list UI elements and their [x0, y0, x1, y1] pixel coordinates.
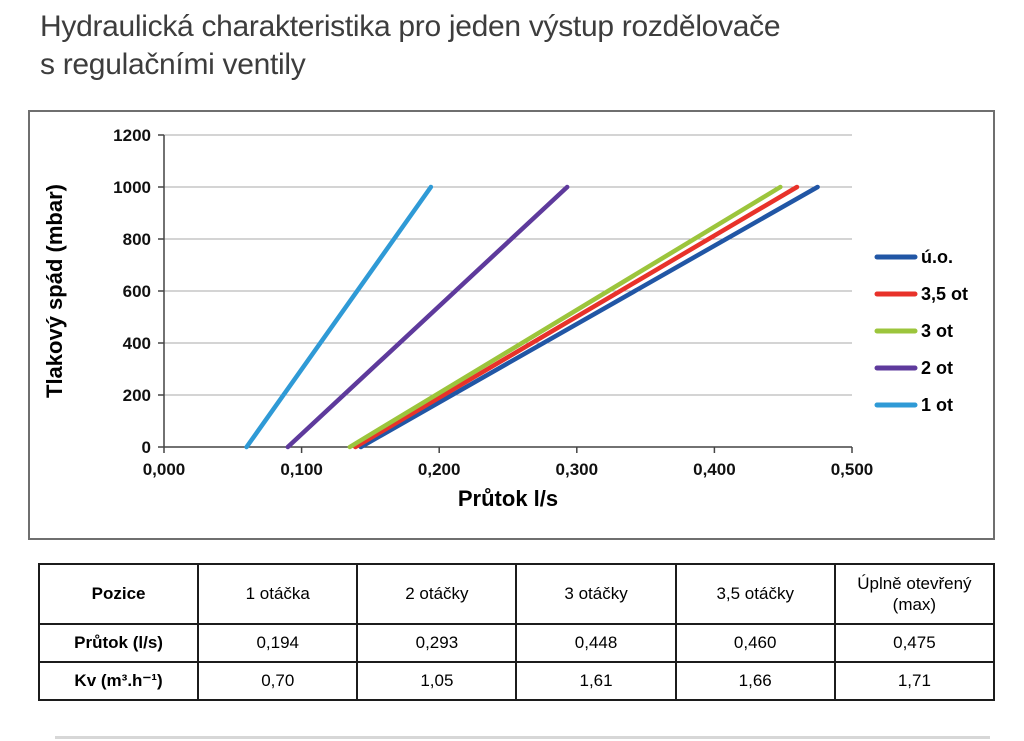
table-header-pozice: Pozice: [37, 563, 200, 625]
svg-text:0,500: 0,500: [831, 460, 874, 479]
table-row-prutok: Průtok (l/s) 0,194 0,293 0,448 0,460 0,4…: [37, 623, 996, 663]
svg-text:800: 800: [123, 230, 151, 249]
table-cell: 0,448: [515, 623, 677, 663]
y-axis-label: Tlakový spád (mbar): [42, 184, 67, 398]
chart-panel: 0 200 400 600 800 1000 1200 0,000 0,100 0,200 0,30…: [28, 110, 995, 540]
svg-text:1 ot: 1 ot: [921, 395, 953, 415]
svg-text:400: 400: [123, 334, 151, 353]
table-header-3-otacky: 3 otáčky: [515, 563, 677, 625]
svg-text:ú.o.: ú.o.: [921, 247, 953, 267]
bottom-page-edge-strip: [55, 736, 990, 739]
svg-text:0,300: 0,300: [556, 460, 599, 479]
svg-text:0,200: 0,200: [418, 460, 461, 479]
svg-text:1000: 1000: [113, 178, 151, 197]
table-header-row: Pozice 1 otáčka 2 otáčky 3 otáčky 3,5 ot…: [37, 563, 996, 625]
row-label-prutok: Průtok (l/s): [37, 623, 200, 663]
svg-text:200: 200: [123, 386, 151, 405]
page-title-line1: Hydraulická charakteristika pro jeden vý…: [40, 10, 781, 43]
svg-text:0: 0: [142, 438, 151, 457]
table-cell: 0,194: [197, 623, 359, 663]
svg-text:3 ot: 3 ot: [921, 321, 953, 341]
page-title-line2: s regulačními ventily: [40, 48, 306, 81]
table-header-35-otacky: 3,5 otáčky: [674, 563, 836, 625]
svg-text:0,100: 0,100: [280, 460, 323, 479]
data-table: Pozice 1 otáčka 2 otáčky 3 otáčky 3,5 ot…: [37, 563, 996, 701]
table-header-2-otacky: 2 otáčky: [356, 563, 518, 625]
x-axis-label: Průtok l/s: [457, 486, 559, 511]
table-cell: 1,61: [515, 661, 677, 701]
table-cell: 0,460: [674, 623, 836, 663]
table-row-kv: Kv (m³.h⁻¹) 0,70 1,05 1,61 1,66 1,71: [37, 661, 996, 701]
table-cell: 0,293: [356, 623, 518, 663]
page-title: Hydraulická charakteristika pro jeden vý…: [40, 8, 781, 84]
chart-svg: 0 200 400 600 800 1000 1200 0,000 0,100 0,200 0,30…: [113, 126, 968, 479]
table-cell: 1,05: [356, 661, 518, 701]
svg-text:1200: 1200: [113, 126, 151, 145]
svg-text:0,400: 0,400: [693, 460, 736, 479]
svg-text:3,5 ot: 3,5 ot: [921, 284, 968, 304]
row-label-kv: Kv (m³.h⁻¹): [37, 661, 200, 701]
svg-text:2 ot: 2 ot: [921, 358, 953, 378]
table-header-max: Úplně otevřený (max): [833, 563, 996, 625]
table-cell: 1,71: [833, 661, 996, 701]
table-cell: 0,475: [833, 623, 996, 663]
svg-text:0,000: 0,000: [143, 460, 186, 479]
svg-text:600: 600: [123, 282, 151, 301]
table-cell: 0,70: [197, 661, 359, 701]
table-header-1-otacka: 1 otáčka: [197, 563, 359, 625]
table-cell: 1,66: [674, 661, 836, 701]
